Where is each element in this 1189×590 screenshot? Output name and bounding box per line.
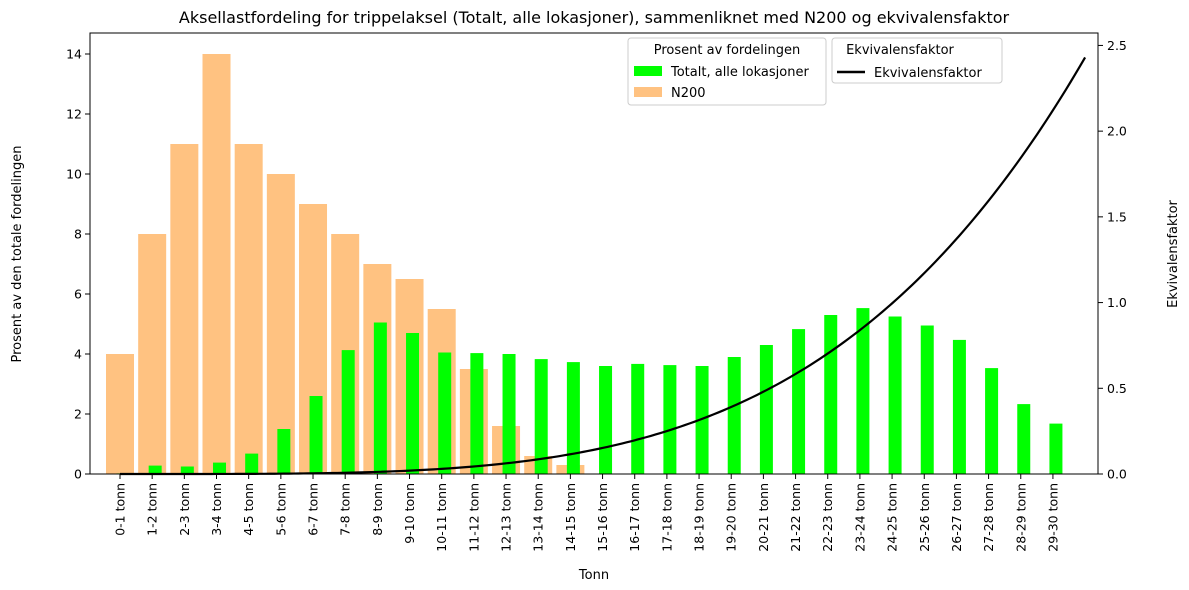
y-tick-label-5: 10 <box>66 167 82 182</box>
y2-tick-label-1: 0.5 <box>1107 381 1127 396</box>
x-tick-label-20: 20-21 tonn <box>756 483 771 552</box>
y2-tick-label-3: 1.5 <box>1107 209 1127 224</box>
bar-totalt-28 <box>1017 404 1031 474</box>
bar-totalt-12 <box>502 354 516 474</box>
bar-totalt-16 <box>631 363 645 474</box>
legend-swatch-n200 <box>634 87 662 97</box>
x-tick-label-12: 12-13 tonn <box>499 483 514 552</box>
legend-label-ekvivalens: Ekvivalensfaktor <box>874 66 982 81</box>
bar-totalt-1 <box>148 465 162 474</box>
x-tick-label-7: 7-8 tonn <box>338 483 353 536</box>
y2-axis-label: Ekvivalensfaktor <box>1166 199 1181 307</box>
x-tick-label-24: 24-25 tonn <box>885 483 900 552</box>
legend-label-totalt: Totalt, alle lokasjoner <box>670 65 809 80</box>
x-tick-label-2: 2-3 tonn <box>177 483 192 536</box>
bar-n200-1 <box>138 234 167 474</box>
x-tick-label-27: 27-28 tonn <box>981 483 996 552</box>
bar-n200-3 <box>202 54 231 474</box>
bar-totalt-6 <box>309 396 323 474</box>
legend-box-ekvivalens <box>831 37 1003 84</box>
x-tick-label-15: 15-16 tonn <box>595 483 610 552</box>
x-tick-label-28: 28-29 tonn <box>1013 483 1028 552</box>
bar-totalt-5 <box>277 429 291 474</box>
y2-tick-label-0: 0.0 <box>1107 467 1127 482</box>
legend-box-distribution <box>627 37 827 106</box>
x-tick-label-25: 25-26 tonn <box>917 483 932 552</box>
bar-n200-4 <box>234 144 263 474</box>
x-tick-label-11: 11-12 tonn <box>466 483 481 552</box>
bar-totalt-27 <box>985 368 999 474</box>
bar-n200-5 <box>266 174 295 474</box>
legend: Prosent av fordelingen Totalt, alle loka… <box>627 37 1003 106</box>
bar-totalt-7 <box>341 350 355 474</box>
x-tick-label-4: 4-5 tonn <box>241 483 256 536</box>
x-tick-label-21: 21-22 tonn <box>788 483 803 552</box>
x-tick-label-26: 26-27 tonn <box>949 483 964 552</box>
x-tick-label-1: 1-2 tonn <box>145 483 160 536</box>
bar-totalt-25 <box>920 325 934 474</box>
x-tick-label-29: 29-30 tonn <box>1045 483 1060 552</box>
x-tick-label-10: 10-11 tonn <box>434 483 449 552</box>
x-tick-label-5: 5-6 tonn <box>273 483 288 536</box>
x-tick-label-9: 9-10 tonn <box>402 483 417 544</box>
bar-n200-2 <box>170 144 199 474</box>
bar-totalt-22 <box>824 315 838 474</box>
y-tick-label-0: 0 <box>74 467 82 482</box>
y2-tick-label-2: 1.0 <box>1107 295 1127 310</box>
bar-totalt-8 <box>373 322 387 474</box>
bar-totalt-3 <box>213 462 227 474</box>
x-tick-label-3: 3-4 tonn <box>209 483 224 536</box>
y-tick-label-6: 12 <box>66 107 82 122</box>
x-tick-label-16: 16-17 tonn <box>627 483 642 552</box>
axes-layer: 0 2 4 6 8 10 12 14 0.0 0.5 1.0 1.5 2.0 2.5 0-1 tonn 1-2… <box>66 32 1127 552</box>
bar-totalt-19 <box>727 357 741 474</box>
x-tick-label-17: 17-18 tonn <box>659 483 674 552</box>
legend-title-ekvivalens: Ekvivalensfaktor <box>846 43 954 58</box>
bar-totalt-29 <box>1049 423 1063 474</box>
bars-layer <box>106 54 1063 474</box>
bar-totalt-13 <box>534 359 548 474</box>
x-tick-label-0: 0-1 tonn <box>113 483 128 536</box>
x-tick-label-19: 19-20 tonn <box>724 483 739 552</box>
bar-n200-0 <box>106 354 134 474</box>
y2-tick-label-4: 2.0 <box>1107 124 1127 139</box>
legend-swatch-totalt <box>634 66 662 76</box>
bar-totalt-15 <box>599 366 613 474</box>
x-tick-label-8: 8-9 tonn <box>370 483 385 536</box>
bar-totalt-11 <box>470 353 484 474</box>
y-tick-label-4: 8 <box>74 227 82 242</box>
y-axis-label: Prosent av den totale fordelingen <box>10 146 25 363</box>
chart-title: Aksellastfordeling for trippelaksel (Tot… <box>179 8 1010 27</box>
y-tick-label-2: 4 <box>74 347 82 362</box>
bar-totalt-4 <box>245 453 259 474</box>
plot-frame <box>89 32 1099 475</box>
x-tick-label-22: 22-23 tonn <box>820 483 835 552</box>
bar-totalt-20 <box>759 345 773 474</box>
bar-totalt-23 <box>856 308 870 474</box>
bar-totalt-9 <box>406 333 420 474</box>
bar-totalt-21 <box>792 329 806 474</box>
y2-tick-label-5: 2.5 <box>1107 38 1127 53</box>
y-tick-label-3: 6 <box>74 287 82 302</box>
x-tick-label-13: 13-14 tonn <box>531 483 546 552</box>
x-tick-label-14: 14-15 tonn <box>563 483 578 552</box>
x-axis-label: Tonn <box>578 568 609 583</box>
bar-totalt-2 <box>180 466 194 474</box>
bar-totalt-14 <box>566 362 580 474</box>
bar-totalt-17 <box>663 365 677 474</box>
x-tick-label-18: 18-19 tonn <box>692 483 707 552</box>
y-tick-label-7: 14 <box>66 47 82 62</box>
legend-title-distribution: Prosent av fordelingen <box>654 43 801 58</box>
bar-totalt-26 <box>952 339 966 474</box>
bar-totalt-24 <box>888 316 902 474</box>
bar-totalt-10 <box>438 352 452 474</box>
y-tick-label-1: 2 <box>74 407 82 422</box>
legend-label-n200: N200 <box>671 86 706 101</box>
x-tick-label-6: 6-7 tonn <box>306 483 321 536</box>
x-tick-label-23: 23-24 tonn <box>852 483 867 552</box>
